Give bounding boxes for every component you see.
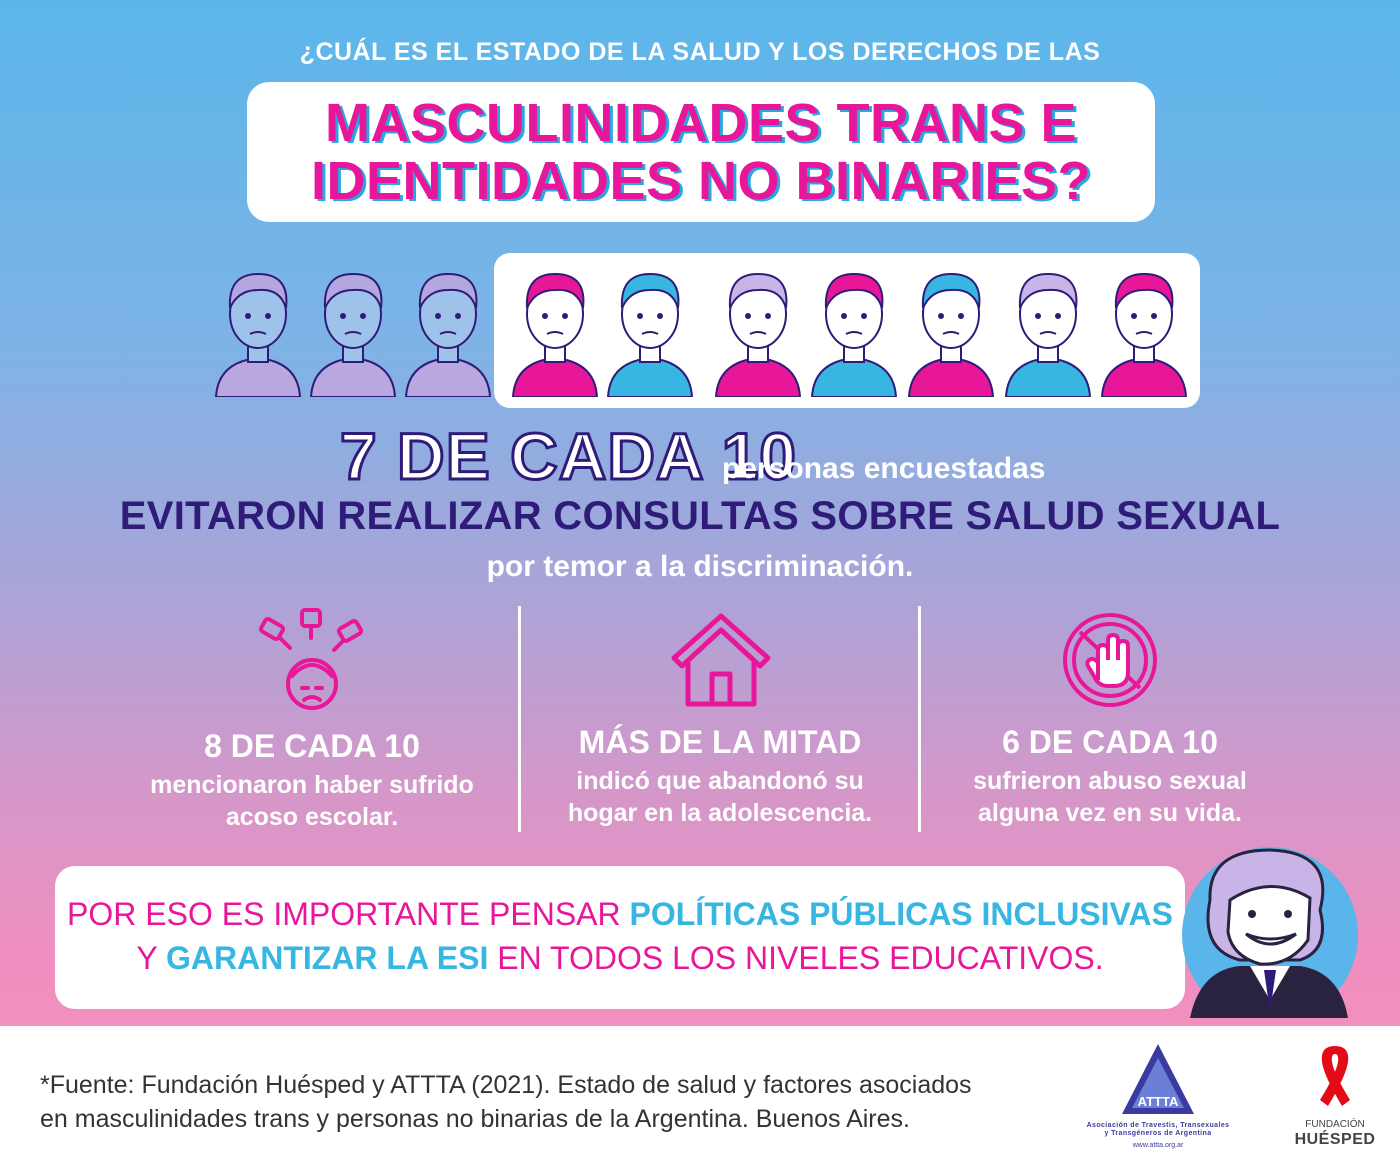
stat-2-line1: indicó que abandonó su bbox=[576, 767, 864, 795]
stat-3-line2: alguna vez en su vida. bbox=[978, 799, 1242, 827]
character-illustration bbox=[1182, 847, 1358, 1018]
cta-part3: EN TODOS LOS NIVELES EDUCATIVOS. bbox=[488, 940, 1104, 976]
stat-column-3: 6 DE CADA 10 sufrieron abuso sexual algu… bbox=[910, 724, 1310, 829]
stat-2-line2: hogar en la adolescencia. bbox=[567, 799, 873, 827]
main-headline-sub: por temor a la discriminación. bbox=[486, 550, 914, 583]
stat-1-line2: acoso escolar. bbox=[225, 803, 399, 831]
cta-highlight2: GARANTIZAR LA ESI bbox=[166, 940, 489, 976]
stop-hand-icon bbox=[1063, 613, 1157, 707]
attta-caption: Asociación de Travestis, Transexuales y … bbox=[1052, 1122, 1264, 1138]
cta-part1: POR ESO ES IMPORTANTE PENSAR bbox=[67, 896, 630, 932]
figure-highlighted bbox=[810, 272, 898, 397]
stat-3-title: 6 DE CADA 10 bbox=[1002, 724, 1218, 760]
cta-line-1: POR ESO ES IMPORTANTE PENSAR POLÍTICAS P… bbox=[55, 892, 1185, 936]
title-box: MASCULINIDADES TRANS E IDENTIDADES NO BI… bbox=[247, 82, 1155, 222]
figure-highlighted bbox=[1100, 272, 1188, 397]
figure-highlighted bbox=[907, 272, 995, 397]
call-to-action-text: POR ESO ES IMPORTANTE PENSAR POLÍTICAS P… bbox=[55, 892, 1185, 980]
attta-caption-line1: Asociación de Travestis, Transexuales bbox=[1086, 1122, 1230, 1129]
title-line-2: IDENTIDADES NO BINARIES? bbox=[310, 151, 1092, 211]
house-icon bbox=[671, 613, 771, 707]
stat-2-title: MÁS DE LA MITAD bbox=[578, 724, 862, 760]
huesped-caption: FUNDACIÓN HUÉSPED bbox=[1290, 1118, 1380, 1149]
figure-highlighted bbox=[606, 272, 694, 397]
red-ribbon-icon bbox=[1320, 1046, 1350, 1106]
main-stat-rest: personas encuestadas bbox=[722, 452, 1046, 485]
main-headline: EVITARON REALIZAR CONSULTAS SOBRE SALUD … bbox=[119, 494, 1281, 538]
stat-column-1: 8 DE CADA 10 mencionaron haber sufrido a… bbox=[112, 728, 512, 833]
figure-highlighted bbox=[1004, 272, 1092, 397]
divider-2 bbox=[918, 606, 921, 832]
header-subtitle: ¿CUÁL ES EL ESTADO DE LA SALUD Y LOS DER… bbox=[299, 38, 1101, 66]
stat-1-line1: mencionaron haber sufrido bbox=[150, 771, 474, 799]
figure-muted bbox=[214, 272, 302, 397]
source-line-2: en masculinidades trans y personas no bi… bbox=[40, 1105, 910, 1133]
cta-highlight1: POLÍTICAS PÚBLICAS INCLUSIVAS bbox=[629, 896, 1173, 932]
bullying-icon bbox=[258, 608, 364, 710]
figure-muted bbox=[404, 272, 492, 397]
main-stat-number: 7 DE CADA 10 bbox=[338, 418, 798, 495]
source-line-1: *Fuente: Fundación Huésped y ATTTA (2021… bbox=[40, 1071, 972, 1099]
figure-highlighted bbox=[714, 272, 802, 397]
attta-url: www.attta.org.ar bbox=[1132, 1142, 1184, 1149]
attta-caption-line2: y Transgéneros de Argentina bbox=[1104, 1130, 1212, 1137]
call-to-action-box bbox=[55, 866, 1185, 1009]
stat-column-2: MÁS DE LA MITAD indicó que abandonó su h… bbox=[520, 724, 920, 829]
huesped-label: FUNDACIÓN bbox=[1305, 1119, 1365, 1130]
attta-logo: ATTTA bbox=[1122, 1044, 1194, 1114]
figure-muted bbox=[309, 272, 397, 397]
divider-1 bbox=[518, 606, 521, 832]
figure-highlighted bbox=[511, 272, 599, 397]
cta-part2: Y bbox=[136, 940, 166, 976]
title-line-1: MASCULINIDADES TRANS E bbox=[324, 93, 1078, 153]
cta-line-2: Y GARANTIZAR LA ESI EN TODOS LOS NIVELES… bbox=[55, 936, 1185, 980]
source-citation: *Fuente: Fundación Huésped y ATTTA (2021… bbox=[40, 1068, 1000, 1136]
huesped-name: HUÉSPED bbox=[1294, 1131, 1376, 1148]
attta-logo-text: ATTTA bbox=[1138, 1094, 1179, 1109]
stat-3-line1: sufrieron abuso sexual bbox=[973, 767, 1247, 795]
stat-1-title: 8 DE CADA 10 bbox=[204, 728, 420, 764]
